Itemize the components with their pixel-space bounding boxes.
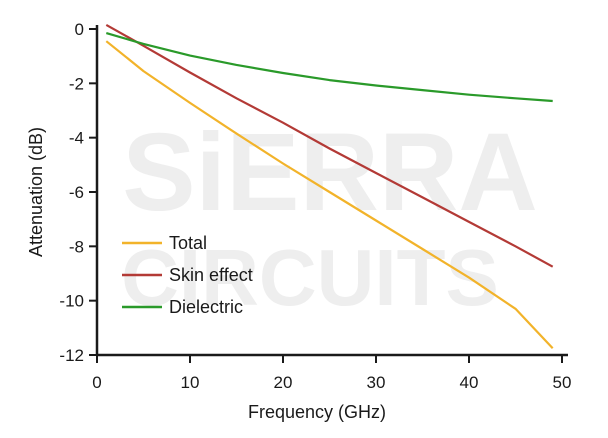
x-tick-label: 0 xyxy=(92,373,101,392)
watermark-line-1: SiERRA xyxy=(122,111,538,234)
x-axis-title: Frequency (GHz) xyxy=(248,402,386,422)
watermark: SiERRA CIRCUITS xyxy=(121,111,538,322)
x-ticks: 0 10 20 30 40 50 xyxy=(92,355,571,392)
y-tick-label: -6 xyxy=(69,183,84,202)
y-ticks: 0 -2 -4 -6 -8 -10 -12 xyxy=(59,20,97,365)
y-tick-label: -2 xyxy=(69,74,84,93)
series-line-total xyxy=(105,40,554,349)
y-tick-label: -12 xyxy=(59,346,84,365)
watermark-line-2: CIRCUITS xyxy=(121,233,499,322)
y-tick-label: -4 xyxy=(69,129,84,148)
y-tick-label: -10 xyxy=(59,292,84,311)
series-line-dielectric xyxy=(105,32,553,103)
x-tick-label: 50 xyxy=(553,373,572,392)
y-axis-title: Attenuation (dB) xyxy=(26,127,46,257)
legend-label: Total xyxy=(169,233,207,253)
legend-label: Dielectric xyxy=(169,297,243,317)
legend: Total Skin effect Dielectric xyxy=(122,233,253,317)
series-line-skin-effect xyxy=(105,23,554,268)
x-tick-label: 20 xyxy=(274,373,293,392)
y-tick-label: 0 xyxy=(75,20,84,39)
legend-label: Skin effect xyxy=(169,265,253,285)
x-tick-label: 10 xyxy=(181,373,200,392)
series-lines xyxy=(105,23,554,349)
x-tick-label: 30 xyxy=(367,373,386,392)
y-tick-label: -8 xyxy=(69,237,84,256)
x-tick-label: 40 xyxy=(460,373,479,392)
